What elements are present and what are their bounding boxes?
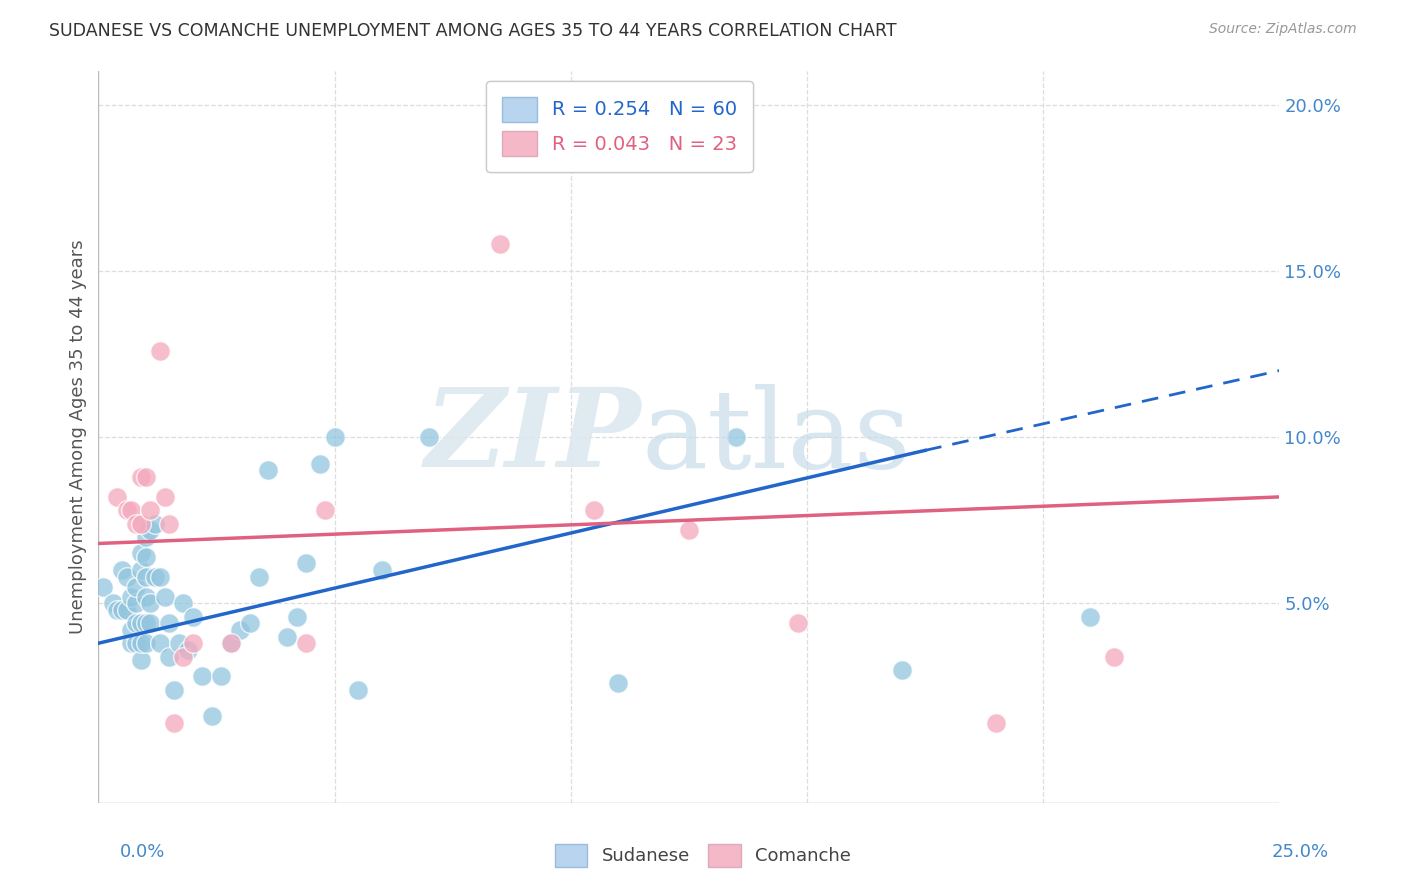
Point — [489, 237, 512, 252]
Point — [181, 609, 204, 624]
Point — [725, 430, 748, 444]
Point — [309, 457, 332, 471]
Point — [678, 523, 700, 537]
Text: SUDANESE VS COMANCHE UNEMPLOYMENT AMONG AGES 35 TO 44 YEARS CORRELATION CHART: SUDANESE VS COMANCHE UNEMPLOYMENT AMONG … — [49, 22, 897, 40]
Point — [172, 596, 194, 610]
Point — [149, 636, 172, 650]
Point — [314, 503, 336, 517]
Point — [172, 649, 194, 664]
Point — [121, 623, 143, 637]
Point — [219, 636, 242, 650]
Point — [257, 463, 280, 477]
Point — [115, 503, 138, 517]
Point — [111, 603, 134, 617]
Point — [219, 636, 242, 650]
Point — [125, 616, 148, 631]
Text: 0.0%: 0.0% — [120, 843, 165, 861]
Point — [247, 570, 270, 584]
Point — [139, 616, 162, 631]
Text: atlas: atlas — [641, 384, 911, 491]
Legend: Sudanese, Comanche: Sudanese, Comanche — [548, 837, 858, 874]
Point — [105, 603, 128, 617]
Point — [191, 669, 214, 683]
Point — [153, 590, 176, 604]
Text: ZIP: ZIP — [425, 384, 641, 491]
Point — [139, 523, 162, 537]
Point — [129, 546, 152, 560]
Point — [135, 636, 157, 650]
Point — [149, 570, 172, 584]
Point — [786, 616, 808, 631]
Point — [121, 590, 143, 604]
Point — [135, 470, 157, 484]
Point — [157, 649, 180, 664]
Point — [129, 616, 152, 631]
Point — [167, 636, 190, 650]
Point — [129, 636, 152, 650]
Point — [295, 636, 318, 650]
Point — [129, 563, 152, 577]
Y-axis label: Unemployment Among Ages 35 to 44 years: Unemployment Among Ages 35 to 44 years — [69, 240, 87, 634]
Point — [177, 643, 200, 657]
Point — [143, 516, 166, 531]
Point — [121, 636, 143, 650]
Point — [276, 630, 298, 644]
Point — [984, 716, 1007, 731]
Point — [1080, 609, 1102, 624]
Point — [181, 636, 204, 650]
Point — [105, 490, 128, 504]
Point — [418, 430, 440, 444]
Point — [125, 580, 148, 594]
Point — [91, 580, 114, 594]
Point — [129, 470, 152, 484]
Point — [229, 623, 252, 637]
Point — [135, 616, 157, 631]
Point — [607, 676, 630, 690]
Point — [157, 616, 180, 631]
Point — [111, 563, 134, 577]
Legend: R = 0.254   N = 60, R = 0.043   N = 23: R = 0.254 N = 60, R = 0.043 N = 23 — [486, 81, 752, 172]
Point — [135, 570, 157, 584]
Point — [295, 557, 318, 571]
Point — [125, 636, 148, 650]
Point — [129, 653, 152, 667]
Point — [371, 563, 394, 577]
Point — [157, 516, 180, 531]
Point — [115, 570, 138, 584]
Point — [323, 430, 346, 444]
Point — [135, 590, 157, 604]
Point — [347, 682, 370, 697]
Text: Source: ZipAtlas.com: Source: ZipAtlas.com — [1209, 22, 1357, 37]
Point — [125, 596, 148, 610]
Point — [121, 503, 143, 517]
Point — [143, 570, 166, 584]
Point — [115, 603, 138, 617]
Point — [163, 682, 186, 697]
Point — [153, 490, 176, 504]
Point — [890, 663, 912, 677]
Point — [163, 716, 186, 731]
Point — [135, 530, 157, 544]
Point — [285, 609, 308, 624]
Point — [583, 503, 606, 517]
Point — [101, 596, 124, 610]
Point — [129, 516, 152, 531]
Point — [1102, 649, 1125, 664]
Point — [125, 516, 148, 531]
Point — [135, 549, 157, 564]
Point — [239, 616, 262, 631]
Point — [149, 343, 172, 358]
Point — [139, 596, 162, 610]
Point — [201, 709, 224, 723]
Text: 25.0%: 25.0% — [1271, 843, 1329, 861]
Point — [209, 669, 232, 683]
Point — [139, 503, 162, 517]
